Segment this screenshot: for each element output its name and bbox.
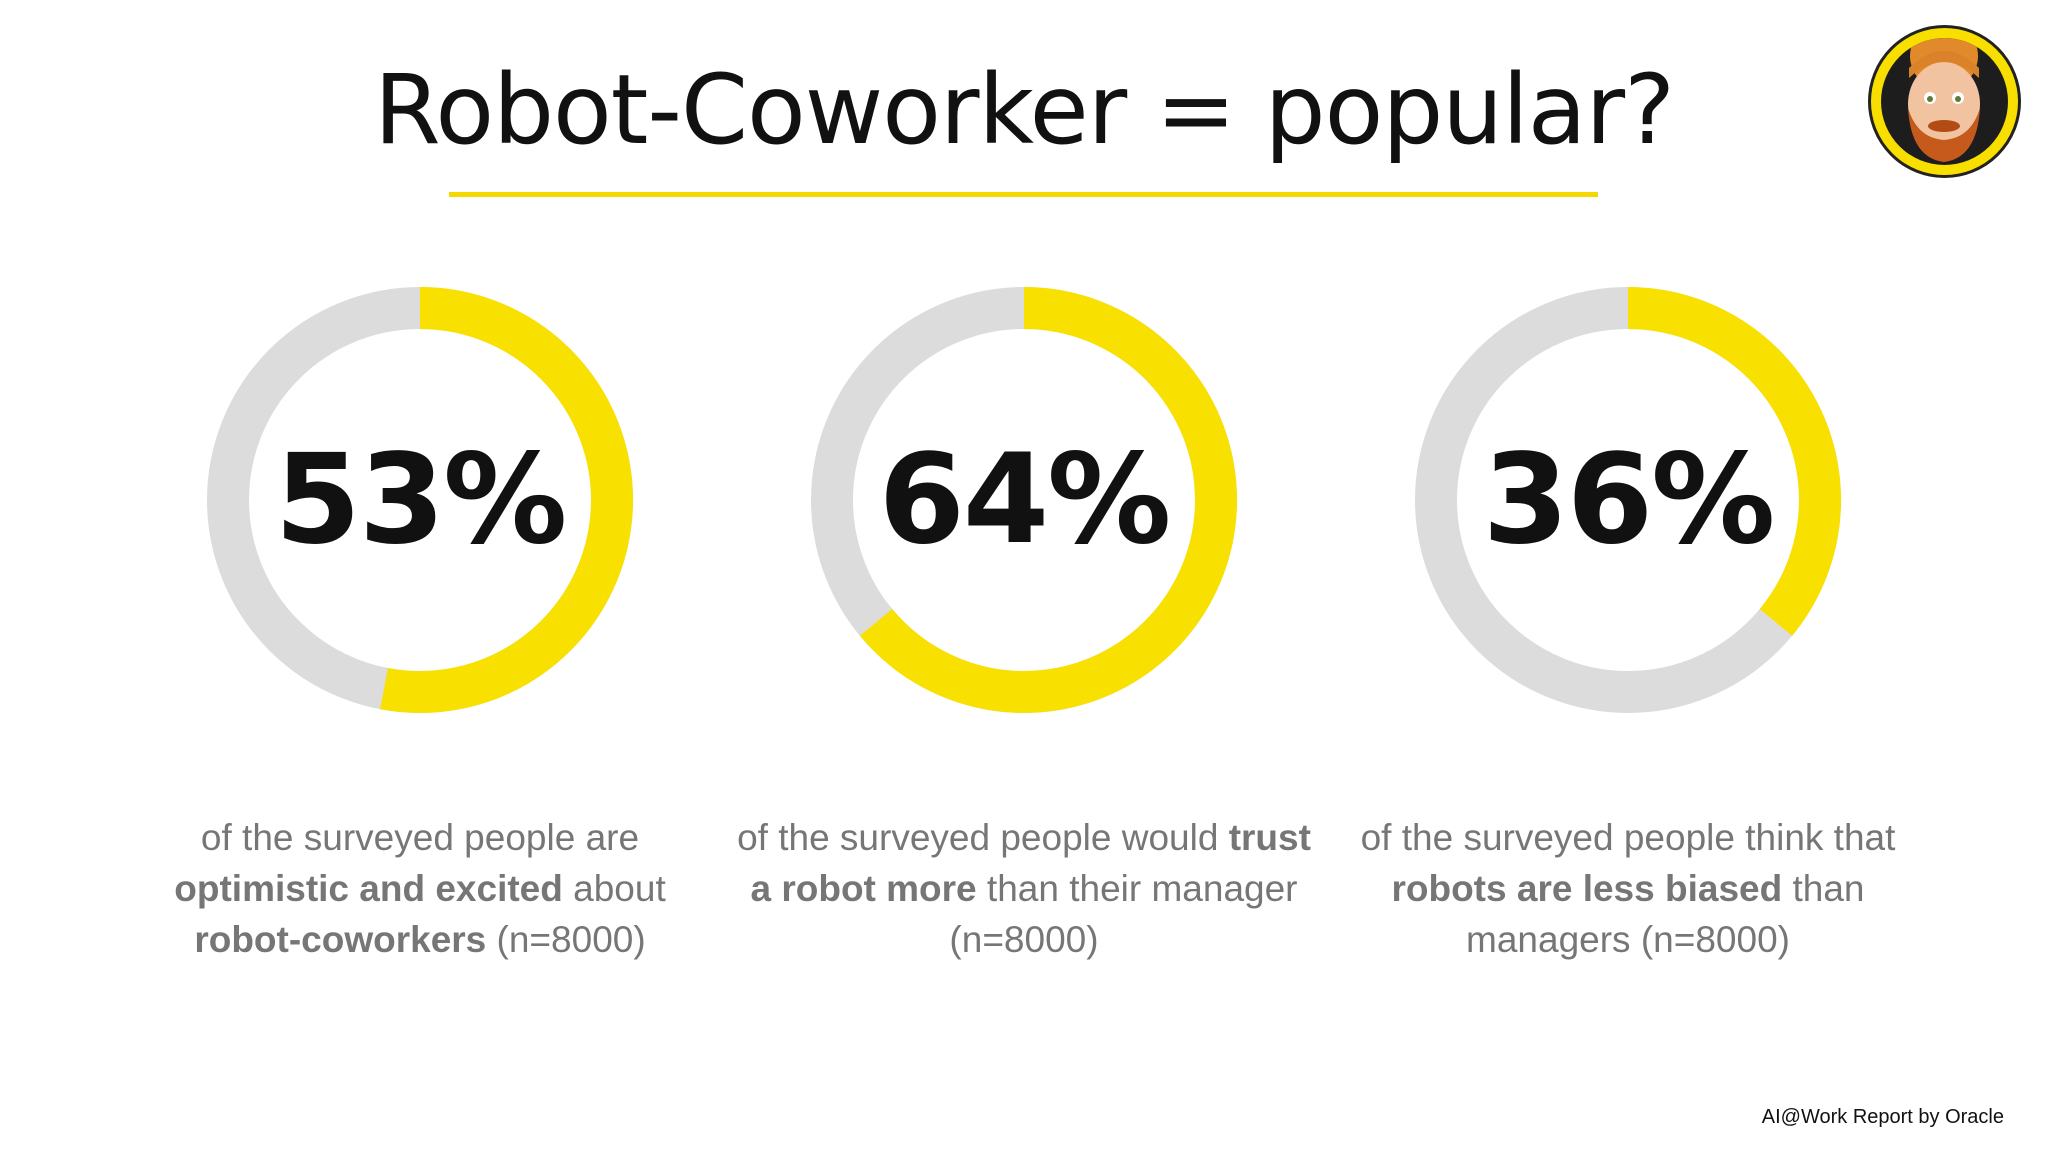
caption-emphasis: robot-coworkers [194,919,487,960]
donut-arc-1 [380,287,633,713]
donut-3: 36% [1408,280,1848,720]
avatar [1868,25,2021,178]
source-note: AI@Work Report by Oracle [1761,1106,2004,1128]
caption-emphasis: trust a robot more [750,817,1311,909]
caption-text: of the surveyed people would [737,817,1229,858]
caption-text: about [562,868,666,909]
caption-text: (n=8000) [486,919,646,960]
donut-svg-3 [1415,287,1841,713]
donut-label-2: 64% [878,428,1172,572]
donut-label-3: 36% [1482,428,1776,572]
donut-1: 53% [200,280,640,720]
donut-svg-2 [811,287,1237,713]
donut-2: 64% [804,280,1244,720]
caption-3: of the surveyed people think that robots… [1328,812,1928,965]
avatar-icon [1908,38,1980,162]
caption-1: of the surveyed people are optimistic an… [120,812,720,965]
caption-emphasis: robots are less biased [1391,868,1783,909]
caption-emphasis: optimistic and excited [174,868,563,909]
title-underline [449,192,1598,197]
donut-arc-2 [859,287,1237,713]
donut-label-1: 53% [274,428,568,572]
caption-2: of the surveyed people would trust a rob… [724,812,1324,965]
caption-text: of the surveyed people think that [1360,817,1896,858]
caption-text: than their manager (n=8000) [949,868,1298,960]
caption-text: than managers (n=8000) [1466,868,1865,960]
donut-svg-1 [207,287,633,713]
caption-text: of the surveyed people are [200,817,640,858]
page-title: Robot-Coworker = popular? [373,54,1675,166]
donut-arc-3 [1627,287,1841,636]
